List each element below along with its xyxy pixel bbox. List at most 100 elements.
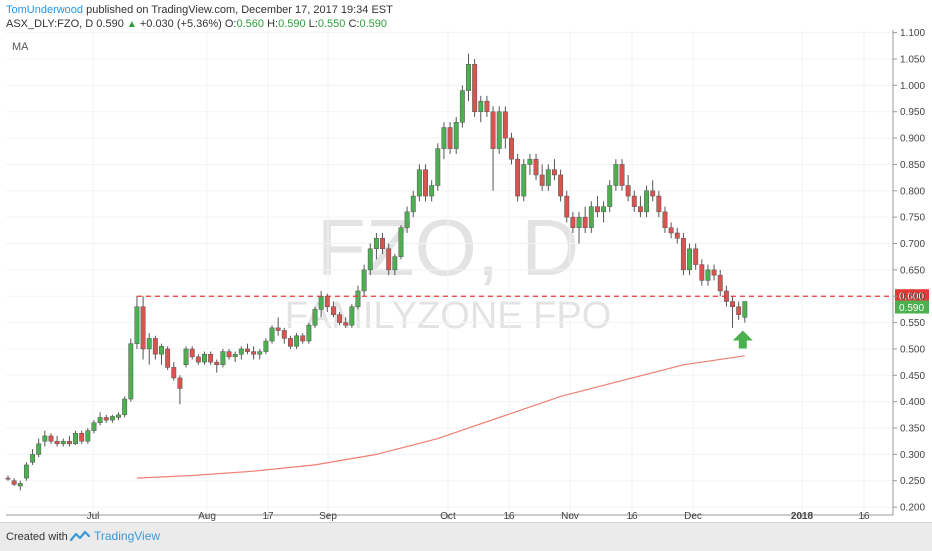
- candle-body: [570, 216, 576, 228]
- candle: [625, 174, 631, 202]
- candle: [637, 196, 643, 218]
- candle-body: [367, 248, 373, 271]
- candle-body: [66, 440, 72, 445]
- candle-body: [23, 464, 29, 479]
- candle: [717, 269, 723, 297]
- open-value: 0.560: [236, 18, 265, 30]
- price-tick-label: 0.800: [900, 186, 925, 197]
- candle: [355, 285, 361, 310]
- price-tick-label: 0.500: [900, 344, 925, 355]
- candle-body: [30, 454, 36, 463]
- candle: [447, 122, 453, 154]
- candle: [558, 169, 564, 202]
- ma-indicator-label[interactable]: MA: [12, 41, 29, 53]
- candle-body: [373, 237, 379, 250]
- candle-body: [490, 111, 496, 149]
- candle-body: [343, 322, 349, 326]
- high-label: H:: [267, 18, 279, 30]
- candle: [619, 159, 625, 191]
- candle-body: [116, 414, 121, 418]
- candle: [490, 106, 496, 191]
- candle-body: [656, 195, 662, 213]
- candle-body: [73, 433, 78, 445]
- price-tick-label: 0.550: [900, 318, 925, 329]
- candle: [533, 153, 539, 181]
- candle-body: [687, 248, 692, 271]
- candle: [146, 333, 152, 365]
- price-tick-label: 0.600: [900, 292, 925, 303]
- price-tick-label: 0.400: [900, 397, 925, 408]
- candle: [275, 317, 281, 336]
- candle-body: [693, 248, 699, 265]
- moving-average-line: [136, 355, 745, 479]
- candle: [742, 301, 748, 323]
- candle: [410, 190, 416, 218]
- candle: [269, 325, 275, 344]
- candle: [202, 351, 207, 365]
- candle-body: [79, 433, 85, 442]
- candle: [564, 190, 570, 223]
- price-tick-label: 0.750: [900, 213, 925, 224]
- candle-body: [533, 158, 539, 176]
- candle: [588, 201, 594, 233]
- candle: [109, 414, 115, 423]
- candle-body: [171, 367, 177, 379]
- candle-body: [416, 169, 422, 197]
- moving-average-layer: [136, 355, 745, 479]
- time-tick-label: 16: [858, 511, 870, 522]
- candle-body: [699, 264, 705, 281]
- price-tick-label: 1.050: [900, 54, 925, 65]
- candle: [195, 354, 201, 365]
- candle-body: [607, 185, 613, 207]
- author-link[interactable]: TomUnderwood: [6, 4, 84, 16]
- publish-info: published on TradingView.com, December 1…: [83, 4, 393, 16]
- candle: [730, 296, 735, 328]
- candle: [668, 222, 674, 239]
- time-tick-label: 2018: [791, 511, 814, 522]
- candle-body: [306, 324, 312, 342]
- candle-body: [238, 348, 244, 355]
- candle-body: [269, 327, 275, 342]
- candle: [459, 85, 465, 128]
- candle-body: [337, 314, 343, 323]
- candle: [122, 396, 128, 418]
- time-tick-label: Jul: [87, 511, 100, 522]
- candle: [429, 180, 435, 202]
- candle-body: [484, 100, 490, 112]
- price-tick-label: 1.000: [900, 81, 925, 92]
- candle: [23, 462, 29, 481]
- candle-body: [91, 422, 97, 431]
- candle-body: [742, 301, 748, 318]
- candle-body: [232, 353, 238, 358]
- price-axis[interactable]: 1.100 1.050 1.000 0.950 0.900 0.850 0.800 0.750…: [892, 28, 925, 515]
- candle-body: [60, 440, 66, 445]
- time-axis[interactable]: Jul Aug 17 Sep Oct 16 Nov 16 Dec 2018 16: [6, 511, 893, 522]
- candle-body: [717, 274, 723, 292]
- candle: [644, 185, 650, 218]
- candles-layer: [5, 53, 748, 491]
- resistance-level-label: 0.600: [899, 292, 924, 303]
- candle: [251, 346, 257, 360]
- candle: [441, 122, 447, 160]
- candle-body: [552, 169, 557, 176]
- candle: [226, 348, 232, 360]
- candle-body: [576, 216, 582, 228]
- low-label: L:: [308, 18, 318, 30]
- candle-body: [177, 377, 183, 389]
- candle: [693, 243, 699, 270]
- time-tick-label: 16: [626, 511, 638, 522]
- candle-body: [159, 346, 164, 355]
- candle: [177, 375, 183, 405]
- candle-body: [355, 290, 361, 308]
- ohlc-legend: ASX_DLY:FZO, D 0.590 ▲ +0.030 (+5.36%) O…: [6, 17, 387, 32]
- candle-body: [208, 353, 214, 363]
- candle: [392, 254, 398, 276]
- candle: [128, 338, 134, 402]
- candle-body: [404, 211, 410, 228]
- tradingview-brand[interactable]: TradingView: [70, 529, 160, 543]
- candle-body: [564, 195, 570, 218]
- candle-body: [11, 480, 17, 485]
- candle-body: [152, 338, 158, 355]
- candle: [232, 351, 238, 363]
